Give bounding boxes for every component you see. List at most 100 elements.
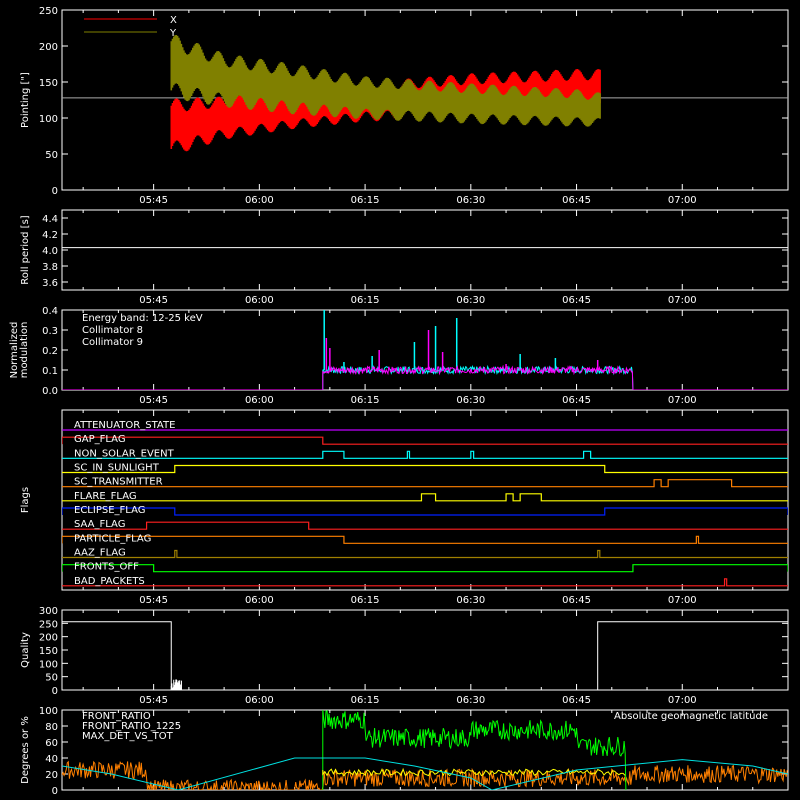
x-tick-label: 06:00 [245, 595, 274, 606]
energy-band-annotation: Energy band: 12-25 keV [82, 313, 203, 324]
x-tick-label: 06:00 [245, 395, 274, 406]
y-tick-label: 0 [52, 686, 58, 697]
legend-label-ratio: FRONT_RATIO_1225 [82, 721, 181, 732]
x-tick-label: 05:45 [139, 595, 168, 606]
panel-flags: 05:45 06:00 06:15 06:30 06:45 07:00 Flags ATTEN… [20, 409, 789, 606]
panel-pointing: 05:45 06:00 06:15 06:30 06:45 07:00 0 50 100 150 2… [20, 6, 789, 206]
x-tick-label: 06:15 [351, 195, 380, 206]
x-tick-label: 06:30 [456, 695, 485, 706]
plot-area [62, 710, 788, 790]
y-axis-label: Flags [20, 487, 31, 513]
panel-quality: 05:45 06:00 06:15 06:30 06:45 07:00 0 50 100 150 2… [20, 606, 789, 706]
y-tick-label: 0.2 [42, 346, 58, 357]
y-axis-label: Roll period [s] [20, 215, 31, 284]
flag-trace [62, 521, 788, 530]
flag-label: SC_TRANSMITTER [74, 477, 163, 488]
y-tick-label: 80 [45, 722, 58, 733]
series-collimator-9 [62, 364, 788, 390]
y-tick-label: 0 [52, 786, 58, 797]
y-tick-label: 60 [45, 738, 58, 749]
x-tick-label: 07:00 [668, 395, 697, 406]
y-tick-label: 250 [39, 6, 58, 17]
x-tick-label: 06:45 [562, 195, 591, 206]
x-tick-label: 06:15 [351, 695, 380, 706]
y-tick-label: 3.8 [42, 262, 58, 273]
series-y [170, 35, 601, 127]
legend-label-ratio: FRONT_RATIO [82, 711, 151, 722]
x-tick-label: 06:30 [456, 395, 485, 406]
x-tick-label: 05:45 [139, 295, 168, 306]
flag-trace [62, 493, 788, 502]
y-tick-label: 4.0 [42, 246, 58, 257]
legend-label-collimator: Collimator 9 [82, 337, 143, 348]
plot-area [62, 310, 788, 390]
x-tick-label: 06:15 [351, 395, 380, 406]
flag-trace [62, 507, 788, 516]
x-tick-label: 06:00 [245, 195, 274, 206]
y-tick-label: 4.2 [42, 230, 58, 241]
y-tick-label: 100 [39, 114, 58, 125]
y-axis-label: Pointing ["] [20, 72, 31, 128]
legend-label-x: X [170, 15, 177, 26]
y-tick-label: 200 [39, 633, 58, 644]
x-tick-label: 07:00 [668, 295, 697, 306]
plot-frame [61, 709, 789, 791]
x-tick-label: 06:45 [562, 295, 591, 306]
panels: 05:45 06:00 06:15 06:30 06:45 07:00 0 50 100 150 2… [9, 6, 789, 797]
y-tick-label: 0.4 [42, 306, 58, 317]
y-tick-label: 0.1 [42, 366, 58, 377]
flag-label: AAZ_FLAG [74, 548, 126, 559]
plot-area [62, 35, 788, 152]
flag-label: NON_SOLAR_EVENT [74, 448, 175, 459]
flag-label: FLARE_FLAG [74, 491, 137, 502]
y-tick-label: 100 [39, 706, 58, 717]
y-tick-label: 3.6 [42, 278, 58, 289]
y-axis-label: modulation [19, 322, 30, 379]
x-tick-label: 06:30 [456, 595, 485, 606]
x-tick-label: 06:15 [351, 295, 380, 306]
x-tick-label: 06:00 [245, 695, 274, 706]
y-tick-label: 50 [45, 150, 58, 161]
x-tick-label: 06:45 [562, 695, 591, 706]
plot-frame [61, 409, 789, 591]
y-tick-label: 150 [39, 78, 58, 89]
flag-label: SAA_FLAG [74, 519, 125, 530]
y-tick-label: 50 [45, 673, 58, 684]
flag-label: BAD_PACKETS [74, 576, 145, 587]
x-tick-label: 06:00 [245, 295, 274, 306]
flag-trace [62, 564, 788, 573]
y-tick-label: 20 [45, 770, 58, 781]
flag-trace [62, 450, 788, 459]
y-tick-label: 0.3 [42, 326, 58, 337]
flag-trace [62, 436, 788, 445]
flag-label: ATTENUATOR_STATE [74, 420, 175, 431]
y-tick-label: 100 [39, 659, 58, 670]
quality-line [62, 621, 788, 690]
flag-trace [62, 464, 788, 474]
x-tick-label: 06:45 [562, 395, 591, 406]
plot-frame [61, 9, 789, 191]
y-axis-label: Degrees or % [20, 716, 31, 784]
y-tick-label: 4.4 [42, 214, 58, 225]
flag-trace [62, 549, 788, 559]
legend-label-collimator: Collimator 8 [82, 325, 143, 336]
x-tick-label: 05:45 [139, 695, 168, 706]
x-tick-label: 06:45 [562, 595, 591, 606]
x-tick-label: 06:15 [351, 595, 380, 606]
y-tick-label: 200 [39, 42, 58, 53]
y-tick-label: 0.0 [42, 386, 58, 397]
plot-area [62, 621, 788, 690]
flag-trace [62, 578, 788, 587]
y-tick-label: 150 [39, 646, 58, 657]
flag-label: PARTICLE_FLAG [74, 533, 151, 544]
series-front-ratio [322, 767, 626, 777]
x-tick-label: 07:00 [668, 595, 697, 606]
flag-label: FRONTS_OFF [74, 562, 139, 573]
y-tick-label: 0 [52, 186, 58, 197]
x-tick-label: 06:30 [456, 195, 485, 206]
panel-ratios: 0 20 40 60 80 100 Degrees or % FRONT_RATIOFRONT… [20, 706, 789, 797]
x-tick-label: 06:30 [456, 295, 485, 306]
y-tick-label: 250 [39, 619, 58, 630]
x-tick-label: 07:00 [668, 695, 697, 706]
y-axis-label: Normalized [9, 322, 20, 379]
